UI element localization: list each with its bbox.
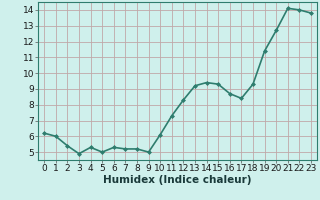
X-axis label: Humidex (Indice chaleur): Humidex (Indice chaleur) — [103, 175, 252, 185]
